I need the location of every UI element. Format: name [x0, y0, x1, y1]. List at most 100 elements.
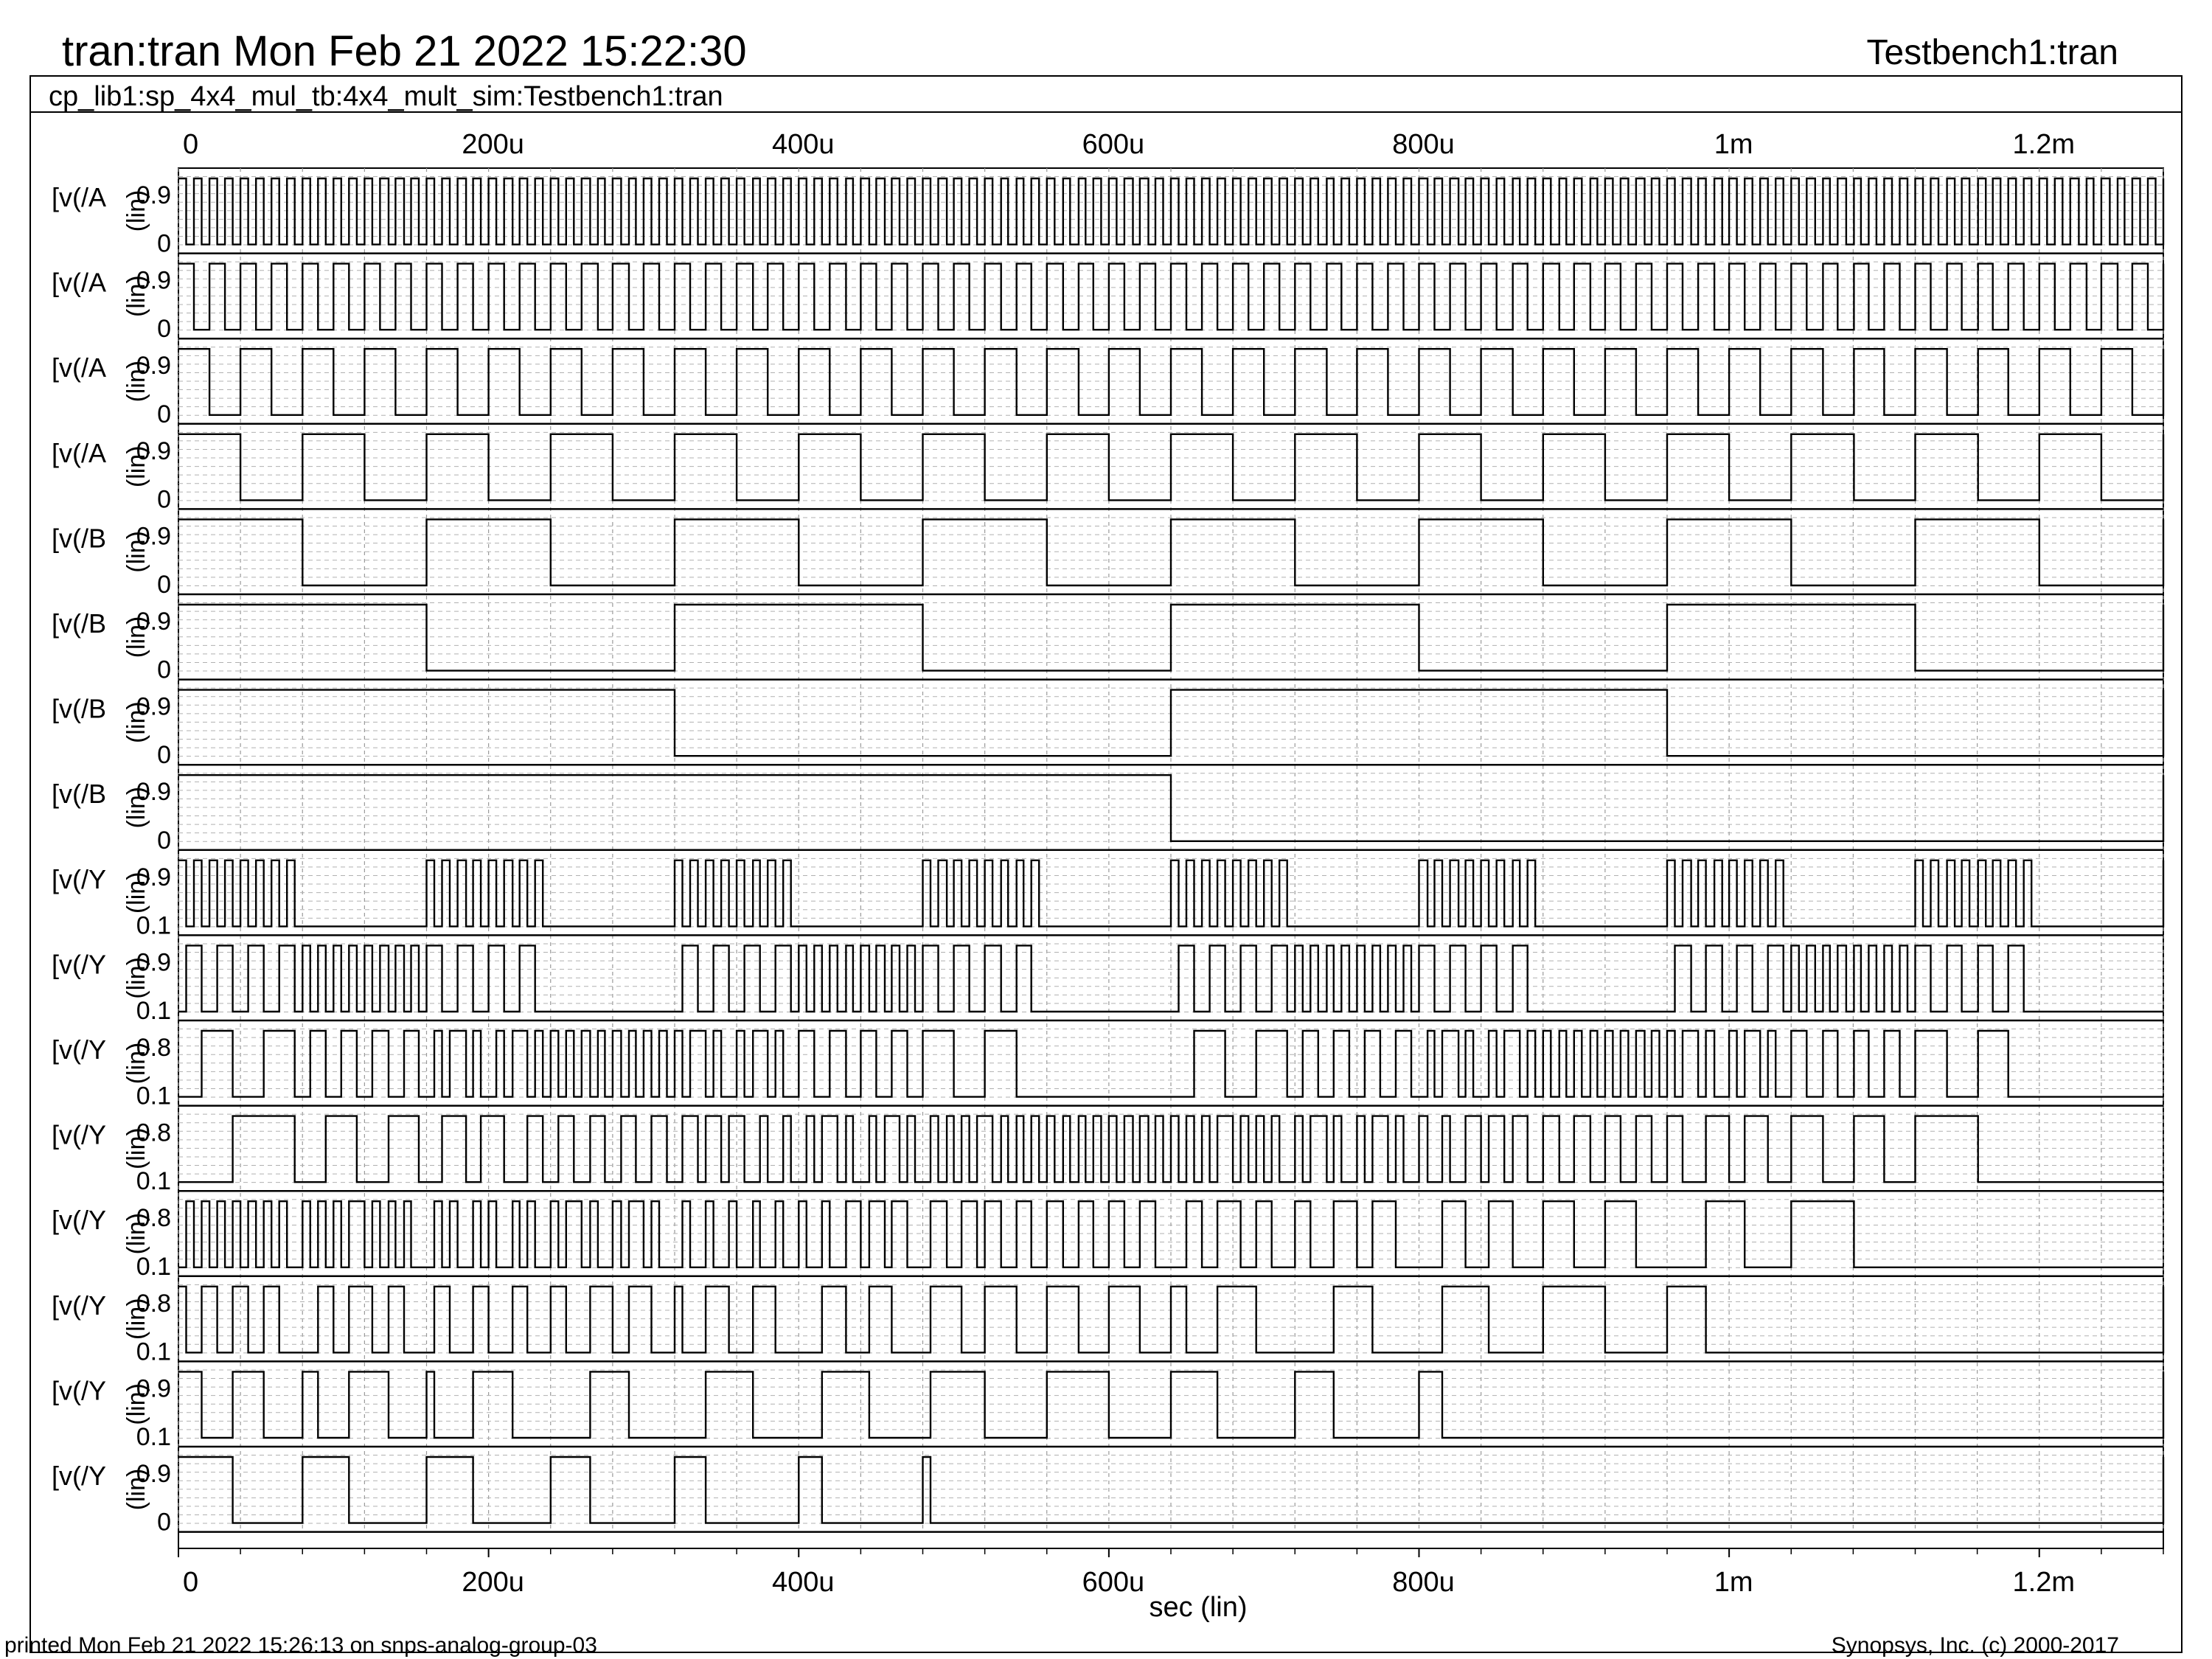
y-tick-low: 0.1	[136, 1253, 171, 1281]
trace-label: [v(/B	[52, 523, 106, 553]
testbench-label: Testbench1:tran	[1866, 33, 2118, 72]
simulation-path: cp_lib1:sp_4x4_mul_tb:4x4_mult_sim:Testb…	[49, 81, 723, 112]
y-tick-low: 0	[157, 571, 171, 599]
y-tick-low: 0	[157, 741, 171, 769]
waveform-trace	[178, 1029, 2163, 1098]
y-tick-low: 0.1	[136, 1423, 171, 1451]
trace-label: [v(/Y	[52, 949, 106, 979]
trace-label: [v(/B	[52, 608, 106, 639]
y-tick-low: 0.1	[136, 911, 171, 939]
trace-label: [v(/A	[52, 352, 106, 383]
copyright-notice: Synopsys, Inc. (c) 2000-2017	[1831, 1633, 2119, 1658]
trace-unit: (lin)	[122, 531, 150, 573]
y-tick-high: 0.9	[136, 608, 171, 636]
y-tick-high: 0.8	[136, 1204, 171, 1232]
trace-unit: (lin)	[122, 275, 150, 317]
waveform-trace	[178, 945, 2163, 1013]
plot-title: tran:tran Mon Feb 21 2022 15:22:30	[62, 27, 747, 75]
x-tick-label-top: 1.2m	[2013, 129, 2075, 160]
waveform-trace	[178, 1285, 2165, 1354]
waveform-trace	[178, 433, 2165, 501]
x-tick-label-bottom: 0	[183, 1567, 198, 1598]
x-tick-label-bottom: 800u	[1392, 1567, 1455, 1598]
y-tick-low: 0.1	[136, 1167, 171, 1195]
waveform-trace	[178, 262, 2165, 331]
y-tick-high: 0.9	[136, 863, 171, 891]
trace-unit: (lin)	[122, 787, 150, 829]
waveform-trace	[178, 774, 2165, 842]
waveform-trace	[178, 603, 2165, 672]
trace-unit: (lin)	[122, 1043, 150, 1085]
y-tick-low: 0	[157, 230, 171, 258]
x-tick-label-top: 0	[183, 129, 198, 160]
x-tick-label-bottom: 1m	[1714, 1567, 1753, 1598]
trace-label: [v(/A	[52, 182, 106, 212]
trace-label: [v(/Y	[52, 1375, 106, 1405]
y-tick-high: 0.9	[136, 267, 171, 295]
trace-unit: (lin)	[122, 701, 150, 743]
y-tick-high: 0.9	[136, 437, 171, 465]
x-tick-label-bottom: 200u	[462, 1567, 524, 1598]
y-tick-low: 0	[157, 315, 171, 343]
y-tick-high: 0.9	[136, 522, 171, 550]
trace-unit: (lin)	[122, 1469, 150, 1511]
trace-label: [v(/A	[52, 268, 106, 298]
trace-label: [v(/Y	[52, 1290, 106, 1321]
y-tick-low: 0	[157, 485, 171, 513]
print-info: printed Mon Feb 21 2022 15:26:13 on snps…	[4, 1633, 597, 1658]
y-tick-low: 0.1	[136, 997, 171, 1025]
trace-unit: (lin)	[122, 190, 150, 232]
y-tick-high: 0.9	[136, 1460, 171, 1488]
y-tick-low: 0.1	[136, 1338, 171, 1366]
y-tick-low: 0	[157, 656, 171, 684]
trace-unit: (lin)	[122, 957, 150, 999]
trace-label: [v(/Y	[52, 1461, 106, 1491]
x-tick-label-top: 600u	[1082, 129, 1145, 160]
y-tick-low: 0	[157, 827, 171, 855]
trace-unit: (lin)	[122, 361, 150, 403]
trace-unit: (lin)	[122, 1298, 150, 1340]
waveform-trace	[178, 1115, 2163, 1183]
trace-unit: (lin)	[122, 872, 150, 914]
x-tick-label-top: 200u	[462, 129, 524, 160]
y-tick-high: 0.8	[136, 1034, 171, 1062]
trace-label: [v(/Y	[52, 1034, 106, 1065]
trace-label: [v(/B	[52, 779, 106, 809]
y-tick-high: 0.9	[136, 778, 171, 806]
waveform-trace	[178, 348, 2165, 416]
waveform-trace	[178, 1371, 2165, 1439]
trace-unit: (lin)	[122, 1383, 150, 1425]
waveform-trace	[178, 1200, 2163, 1268]
waveform-trace	[178, 859, 2165, 928]
trace-unit: (lin)	[122, 1213, 150, 1255]
y-tick-high: 0.9	[136, 352, 171, 380]
y-tick-high: 0.9	[136, 693, 171, 721]
waveform-trace	[178, 1455, 2165, 1524]
plot-frame	[29, 75, 2183, 1653]
x-tick-label-top: 1m	[1714, 129, 1753, 160]
trace-unit: (lin)	[122, 1127, 150, 1169]
x-tick-label-bottom: 400u	[772, 1567, 835, 1598]
y-tick-high: 0.8	[136, 1290, 171, 1318]
y-tick-low: 0	[157, 1509, 171, 1537]
y-tick-low: 0.1	[136, 1082, 171, 1110]
y-tick-high: 0.9	[136, 181, 171, 209]
y-tick-high: 0.8	[136, 1119, 171, 1147]
waveform-trace	[178, 518, 2165, 587]
trace-label: [v(/A	[52, 438, 106, 468]
trace-label: [v(/B	[52, 694, 106, 724]
x-tick-label-top: 800u	[1392, 129, 1455, 160]
waveform-trace	[178, 689, 2165, 757]
x-tick-label-bottom: 1.2m	[2013, 1567, 2075, 1598]
y-tick-low: 0	[157, 400, 171, 428]
y-tick-high: 0.9	[136, 948, 171, 976]
x-tick-label-bottom: 600u	[1082, 1567, 1145, 1598]
trace-label: [v(/Y	[52, 1205, 106, 1235]
waveform-trace	[178, 177, 2165, 246]
trace-unit: (lin)	[122, 616, 150, 658]
x-tick-label-top: 400u	[772, 129, 835, 160]
y-tick-high: 0.9	[136, 1374, 171, 1402]
trace-label: [v(/Y	[52, 864, 106, 894]
trace-unit: (lin)	[122, 445, 150, 487]
